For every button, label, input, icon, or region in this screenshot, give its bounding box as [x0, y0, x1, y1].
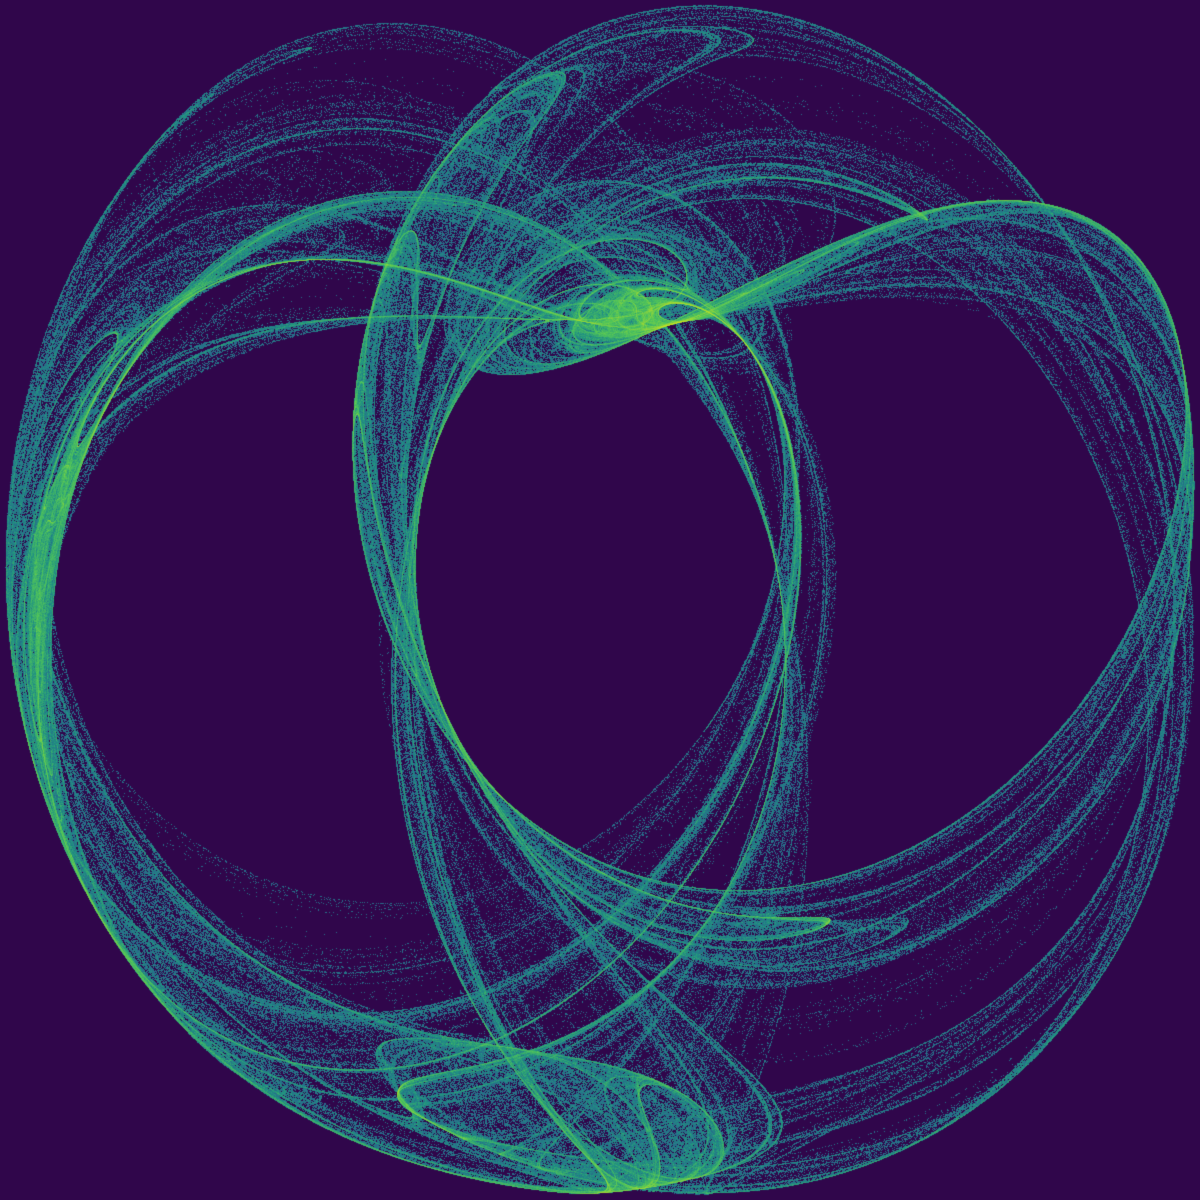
attractor-canvas	[0, 0, 1200, 1200]
attractor-artwork	[0, 0, 1200, 1200]
